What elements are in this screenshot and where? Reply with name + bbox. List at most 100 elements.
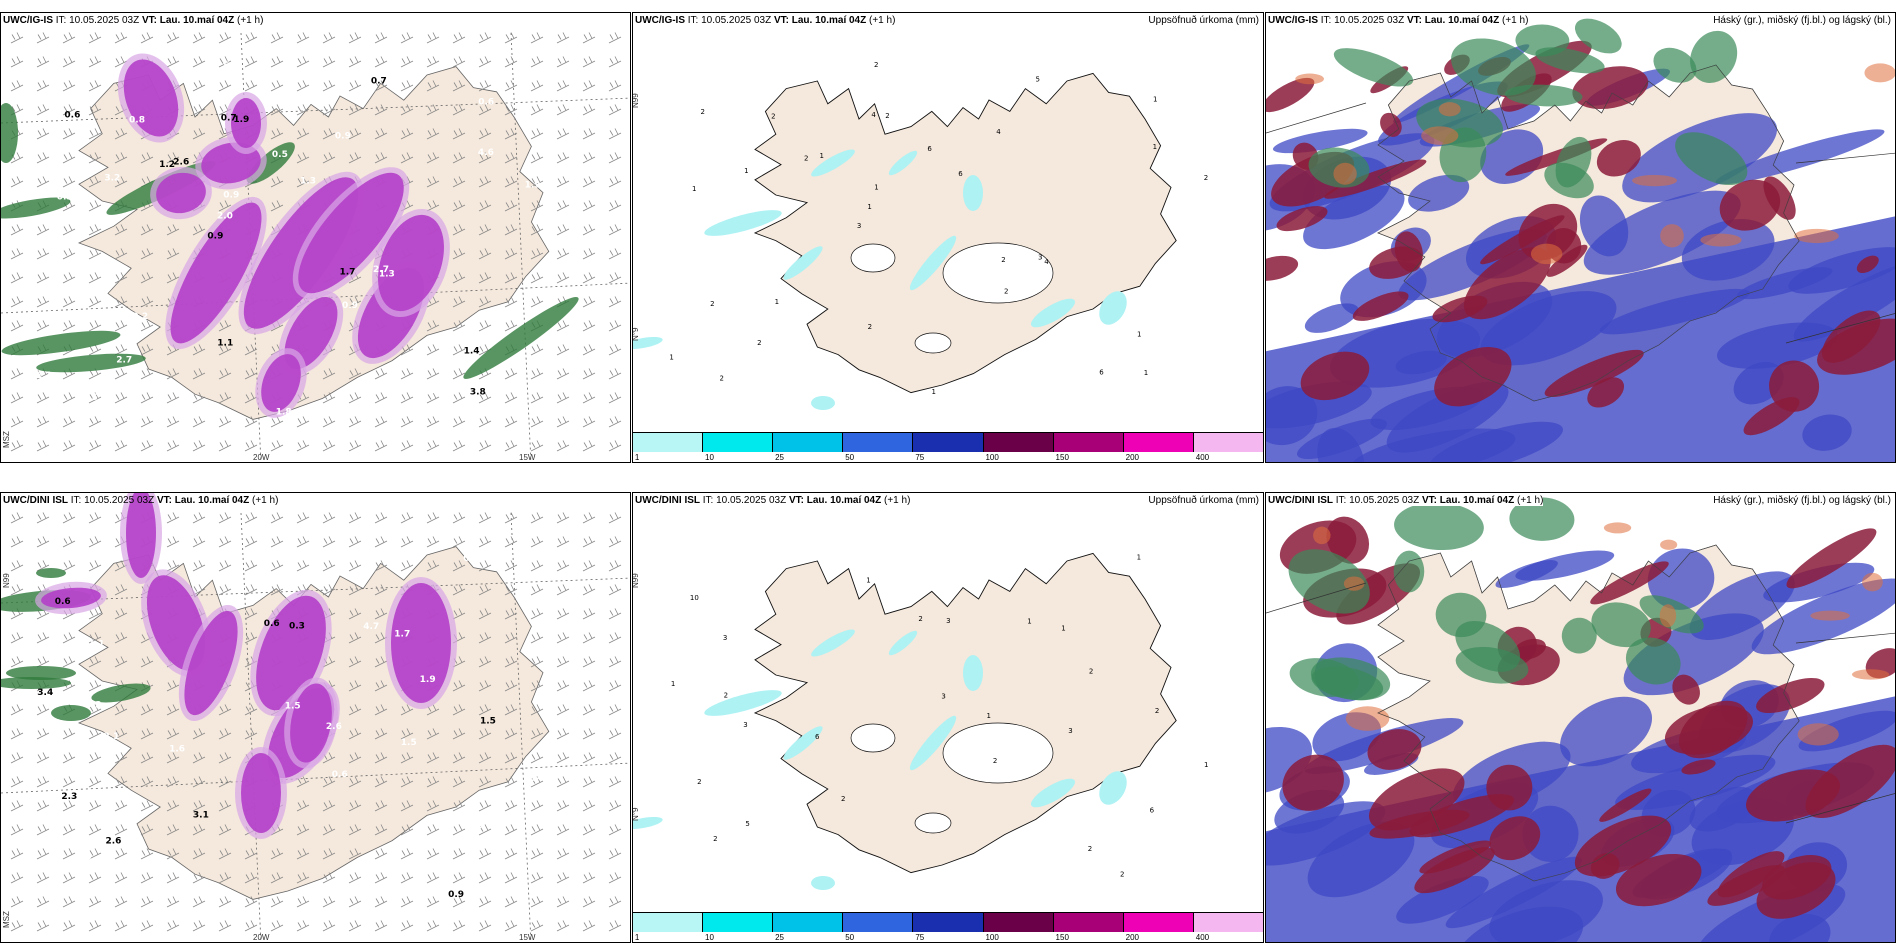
wind-barb	[270, 104, 284, 116]
wind-barb	[608, 632, 622, 644]
wind-barb	[322, 392, 336, 404]
wind-barb	[426, 512, 440, 524]
wind-barb	[296, 176, 310, 188]
precip-value: 2	[874, 61, 878, 69]
wind-barb	[530, 128, 544, 140]
wind-barb	[114, 824, 128, 836]
wind-barb	[582, 896, 596, 908]
wind-barb	[374, 920, 388, 932]
panel-r1-accum-precip: UWC/IG-IS IT: 10.05.2025 03Z VT: Lau. 10…	[632, 12, 1264, 463]
wind-barb	[114, 632, 128, 644]
wind-barb	[608, 440, 622, 452]
wind-barb	[348, 584, 362, 596]
wind-barb	[426, 536, 440, 548]
wind-barb	[582, 608, 596, 620]
wind-barb	[478, 896, 492, 908]
wind-barb	[582, 440, 596, 452]
wind-barb	[10, 728, 24, 740]
wind-barb	[322, 584, 336, 596]
wind-barb	[374, 896, 388, 908]
panel-right-title: Háský (gr.), miðský (fj.bl.) og lágský (…	[1713, 15, 1891, 26]
wind-barb	[348, 848, 362, 860]
wind-barb	[452, 608, 466, 620]
wind-barb	[556, 512, 570, 524]
colorbar-tick: 200	[1125, 933, 1140, 942]
wind-barb	[10, 512, 24, 524]
wind-barb	[10, 368, 24, 380]
wind-barb	[296, 560, 310, 572]
wind-barb	[504, 704, 518, 716]
wind-barb	[296, 536, 310, 548]
wind-barb	[296, 920, 310, 932]
precip-value: 0.2	[132, 312, 148, 322]
precip-value: 1.7	[394, 629, 410, 639]
wind-barb	[114, 416, 128, 428]
wind-barb	[140, 224, 154, 236]
wind-barb	[556, 728, 570, 740]
wind-barb	[322, 800, 336, 812]
wind-barb	[192, 728, 206, 740]
wind-barb	[556, 152, 570, 164]
wind-barb	[36, 128, 50, 140]
precip-value: 2	[710, 300, 714, 308]
wind-barb	[426, 176, 440, 188]
colorbar-swatch	[1053, 913, 1124, 932]
wind-barb	[608, 56, 622, 68]
wind-barb	[348, 920, 362, 932]
wind-barb	[270, 872, 284, 884]
wind-barb	[166, 848, 180, 860]
precip-areas	[1, 53, 579, 418]
wind-barb	[166, 152, 180, 164]
wind-barb	[10, 800, 24, 812]
wind-barb	[166, 536, 180, 548]
wind-barb	[218, 872, 232, 884]
wind-barb	[166, 56, 180, 68]
wind-barb	[62, 920, 76, 932]
precip-value: 2.1	[104, 732, 120, 742]
wind-barb	[322, 152, 336, 164]
wind-barb	[478, 152, 492, 164]
wind-barb	[10, 440, 24, 452]
wind-barb	[504, 656, 518, 668]
wind-barb	[166, 752, 180, 764]
precip-value: 6	[958, 170, 963, 178]
wind-barb	[426, 776, 440, 788]
wind-barb	[36, 776, 50, 788]
precip-value: 2	[804, 155, 808, 163]
wind-barb	[322, 824, 336, 836]
colorbar-swatch	[703, 913, 774, 932]
coastline	[1377, 544, 1800, 882]
wind-barb	[608, 512, 622, 524]
wind-barb	[478, 392, 492, 404]
lon-gridline	[510, 32, 532, 462]
panel-title: UWC/IG-IS IT: 10.05.2025 03Z VT: Lau. 10…	[3, 15, 264, 26]
precip-value: 1.3	[300, 176, 316, 186]
wind-barb	[62, 872, 76, 884]
precip-value: 2.6	[326, 722, 342, 732]
wind-barb	[452, 752, 466, 764]
wind-barb	[504, 560, 518, 572]
gridline	[1795, 152, 1895, 164]
wind-barb	[556, 656, 570, 668]
wind-barb	[556, 872, 570, 884]
wind-barb	[114, 248, 128, 260]
wind-barb	[400, 368, 414, 380]
wind-barb	[608, 752, 622, 764]
wind-barb	[452, 128, 466, 140]
wind-barb	[322, 872, 336, 884]
wind-barb	[452, 776, 466, 788]
wind-barb	[218, 824, 232, 836]
panel-right-title: Uppsöfnuð úrkoma (mm)	[1148, 15, 1259, 26]
wind-barb	[166, 824, 180, 836]
wind-barb	[348, 776, 362, 788]
wind-barb	[504, 824, 518, 836]
wind-barb	[218, 344, 232, 356]
precip-value: 0.9	[429, 387, 445, 397]
gridline	[1266, 582, 1367, 614]
precip-value: 2.7	[73, 314, 89, 324]
wind-barb	[556, 320, 570, 332]
precip-value: 2	[719, 374, 723, 382]
colorbar-swatch	[773, 913, 844, 932]
panel-title: UWC/IG-IS IT: 10.05.2025 03Z VT: Lau. 10…	[1268, 15, 1529, 26]
wind-barb	[608, 848, 622, 860]
